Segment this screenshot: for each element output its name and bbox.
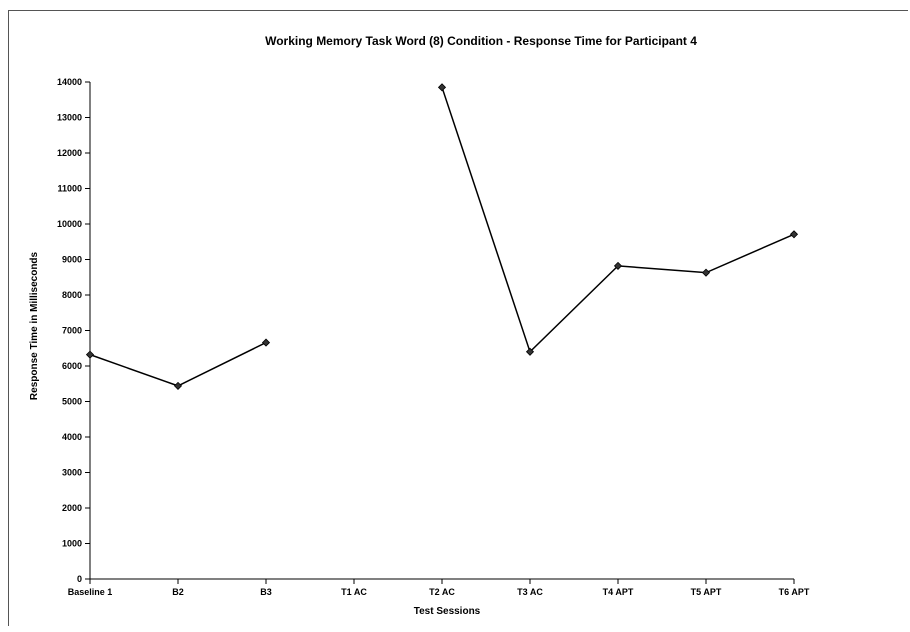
x-tick-label: T1 AC xyxy=(341,587,367,597)
chart-frame: Working Memory Task Word (8) Condition -… xyxy=(8,10,908,626)
y-tick-label: 13000 xyxy=(57,113,82,123)
y-tick-label: 3000 xyxy=(62,468,82,478)
y-tick-label: 6000 xyxy=(62,361,82,371)
y-tick-label: 10000 xyxy=(57,219,82,229)
series-line xyxy=(441,87,795,354)
x-tick-label: Baseline 1 xyxy=(68,587,113,597)
y-axis-title: Response Time in Milliseconds xyxy=(29,251,40,400)
y-tick-label: 11000 xyxy=(57,184,82,194)
data-point xyxy=(525,347,535,356)
y-tick-label: 7000 xyxy=(62,326,82,336)
y-tick-label: 14000 xyxy=(57,77,82,87)
data-point xyxy=(701,268,711,277)
y-tick-label: 5000 xyxy=(62,397,82,407)
chart-title: Working Memory Task Word (8) Condition -… xyxy=(265,34,697,48)
data-point xyxy=(261,338,271,347)
y-tick-label: 4000 xyxy=(62,432,82,442)
x-tick-label: T2 AC xyxy=(429,587,455,597)
data-point xyxy=(613,261,623,270)
series-line xyxy=(89,341,267,387)
x-tick-label: T3 AC xyxy=(517,587,543,597)
y-tick-label: 2000 xyxy=(62,503,82,513)
y-tick-label: 9000 xyxy=(62,255,82,265)
x-tick-label: B3 xyxy=(260,587,272,597)
y-tick-label: 12000 xyxy=(57,148,82,158)
x-tick-label: T5 APT xyxy=(691,587,722,597)
line-chart: Working Memory Task Word (8) Condition -… xyxy=(29,34,810,617)
x-axis-title: Test Sessions xyxy=(414,606,481,617)
x-tick-label: B2 xyxy=(172,587,184,597)
data-point xyxy=(437,83,447,92)
data-point xyxy=(173,381,183,390)
plot-area: 0 1000 2000 3000 4000 5000 6000 7000 8000 9000 100… xyxy=(57,77,810,597)
x-tick-label: T6 APT xyxy=(779,587,810,597)
x-tick-label: T4 APT xyxy=(603,587,634,597)
data-point xyxy=(85,350,95,359)
y-tick-label: 0 xyxy=(77,574,82,584)
y-tick-label: 1000 xyxy=(62,539,82,549)
data-point xyxy=(789,230,799,239)
y-tick-label: 8000 xyxy=(62,290,82,300)
